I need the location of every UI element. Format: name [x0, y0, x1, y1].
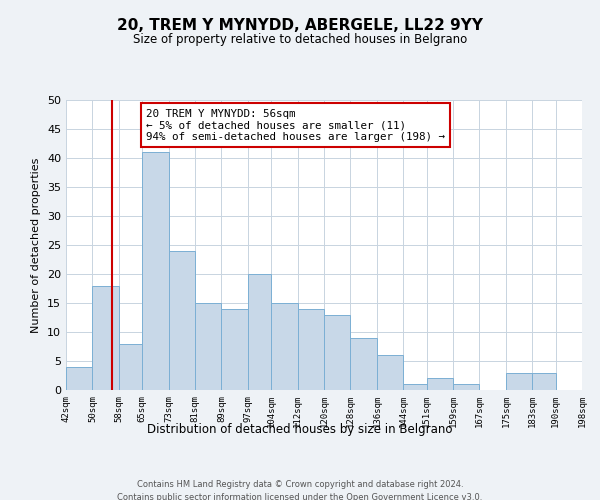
Bar [142, 152, 169, 390]
Bar [350, 338, 377, 390]
Bar [506, 372, 532, 390]
Text: 20, TREM Y MYNYDD, ABERGELE, LL22 9YY: 20, TREM Y MYNYDD, ABERGELE, LL22 9YY [117, 18, 483, 32]
Bar [298, 309, 324, 390]
Text: Contains public sector information licensed under the Open Government Licence v3: Contains public sector information licen… [118, 492, 482, 500]
Text: Contains HM Land Registry data © Crown copyright and database right 2024.: Contains HM Land Registry data © Crown c… [137, 480, 463, 489]
Bar [248, 274, 271, 390]
Y-axis label: Number of detached properties: Number of detached properties [31, 158, 41, 332]
Bar [403, 384, 427, 390]
Bar [92, 286, 119, 390]
Bar [324, 314, 350, 390]
Bar [66, 367, 92, 390]
Bar [453, 384, 479, 390]
Bar [532, 372, 556, 390]
Text: Size of property relative to detached houses in Belgrano: Size of property relative to detached ho… [133, 32, 467, 46]
Bar [195, 303, 221, 390]
Text: Distribution of detached houses by size in Belgrano: Distribution of detached houses by size … [147, 422, 453, 436]
Bar [427, 378, 453, 390]
Bar [271, 303, 298, 390]
Text: 20 TREM Y MYNYDD: 56sqm
← 5% of detached houses are smaller (11)
94% of semi-det: 20 TREM Y MYNYDD: 56sqm ← 5% of detached… [146, 108, 445, 142]
Bar [377, 355, 403, 390]
Bar [221, 309, 248, 390]
Bar [169, 251, 195, 390]
Bar [119, 344, 142, 390]
